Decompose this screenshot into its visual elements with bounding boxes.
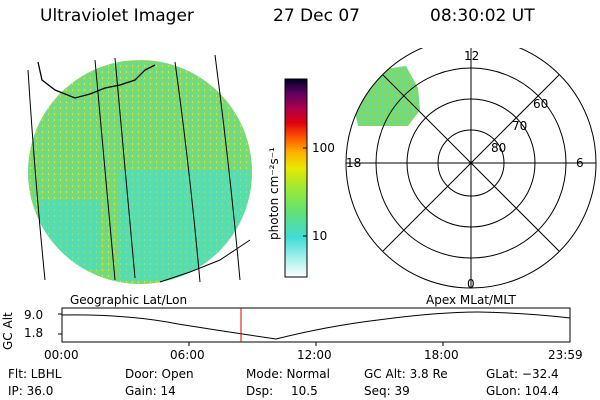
- colorbar-unit-label: photon cm⁻²s⁻¹: [267, 147, 281, 240]
- seq-status: Seq: 39: [364, 384, 410, 398]
- colorbar-tick-10: 10: [312, 229, 328, 243]
- gc-alt-status: GC Alt: 3.8 Re: [364, 367, 448, 381]
- lat-label-70: 70: [512, 119, 528, 133]
- glat-status: GLat: −32.4: [486, 367, 559, 381]
- time-tick-1200: 12:00: [297, 348, 332, 362]
- coastline: [37, 61, 156, 99]
- dsp-status: Dsp:: [246, 384, 274, 398]
- time-tick-0000: 00:00: [44, 348, 79, 362]
- ip-status: IP: 36.0: [8, 384, 54, 398]
- geographic-image: [27, 54, 252, 284]
- glon-status: GLon: 104.4: [486, 384, 559, 398]
- color-scale-bar: [284, 78, 308, 278]
- mlt-label-18: 18: [346, 156, 362, 170]
- mlt-label-0: 0: [467, 277, 475, 291]
- time-tick-2359: 23:59: [548, 348, 583, 362]
- polar-plot: [345, 48, 597, 289]
- altitude-axis-label: GC Alt: [1, 312, 15, 350]
- mode-status: Mode: Normal: [246, 367, 330, 381]
- altitude-plot: [58, 307, 571, 346]
- dsp-value: 10.5: [291, 384, 318, 398]
- mlt-label-6: 6: [576, 156, 584, 170]
- auroral-patch: [353, 66, 420, 126]
- colorbar-tick-100: 100: [312, 141, 335, 155]
- lat-label-60: 60: [533, 97, 549, 111]
- door-status: Door: Open: [125, 367, 194, 381]
- alt-tick-high: 9.0: [24, 308, 44, 322]
- time-label: 08:30:02 UT: [430, 6, 535, 26]
- coastline-south: [159, 239, 251, 283]
- lat-label-80: 80: [491, 141, 507, 155]
- filter-status: Flt: LBHL: [8, 367, 62, 381]
- instrument-title: Ultraviolet Imager: [40, 6, 194, 26]
- mlt-label-12: 12: [464, 49, 480, 63]
- geographic-label: Geographic Lat/Lon: [70, 293, 188, 307]
- altitude-curve: [61, 311, 571, 340]
- apex-label: Apex MLat/MLT: [426, 293, 516, 307]
- alt-tick-low: 1.8: [24, 326, 44, 340]
- date-label: 27 Dec 07: [273, 6, 360, 26]
- longitude-lines: [27, 54, 241, 283]
- gain-status: Gain: 14: [125, 384, 176, 398]
- time-tick-0600: 06:00: [170, 348, 205, 362]
- time-tick-1800: 18:00: [424, 348, 459, 362]
